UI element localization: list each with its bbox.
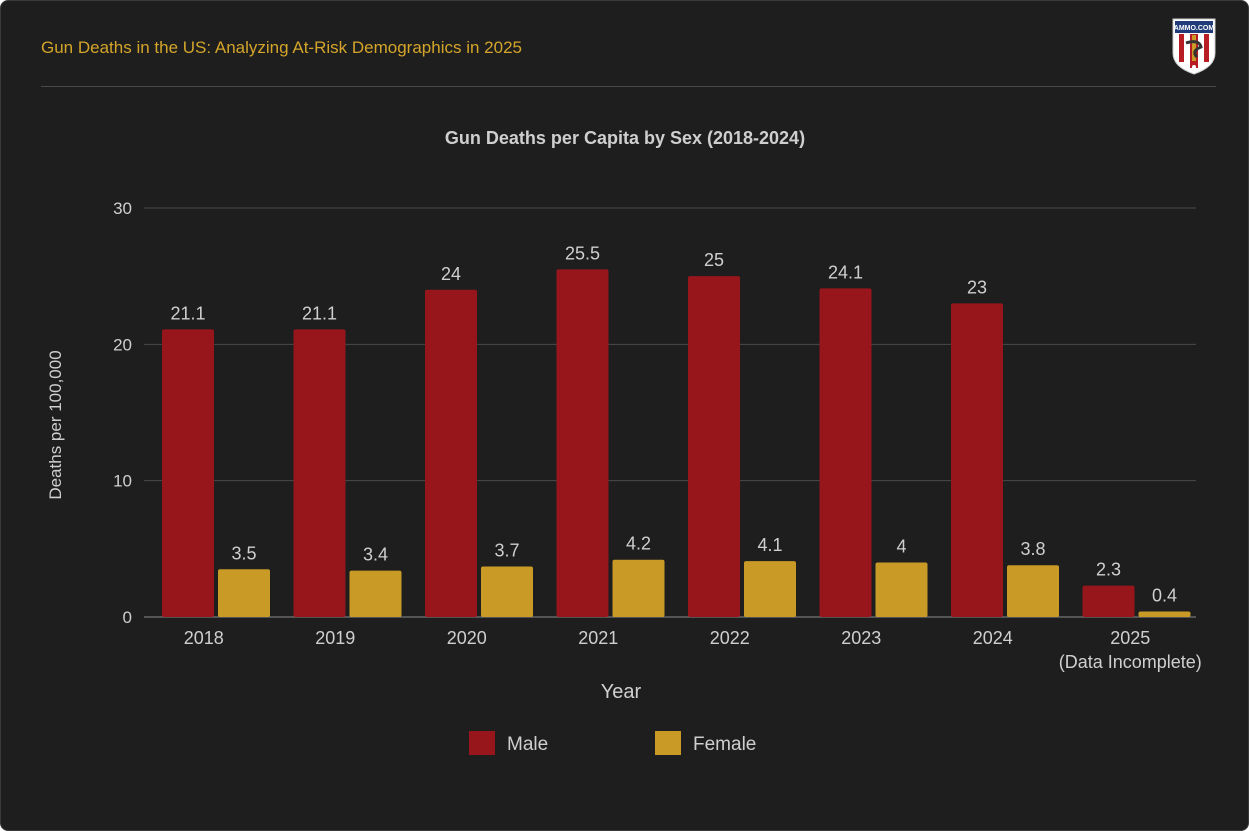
data-label: 4.2 <box>626 534 651 554</box>
legend-swatch-male <box>469 731 495 755</box>
bar-female-2024 <box>1007 565 1059 617</box>
page-title: Gun Deaths in the US: Analyzing At-Risk … <box>41 38 522 57</box>
svg-text:AMMO.COM: AMMO.COM <box>1174 25 1215 32</box>
x-tick-label: 2022 <box>710 628 750 648</box>
bar-female-2022 <box>744 561 796 617</box>
y-tick-label: 10 <box>113 472 132 491</box>
data-label: 25.5 <box>565 243 600 263</box>
data-label: 3.5 <box>231 543 256 563</box>
x-tick-label: 2024 <box>973 628 1013 648</box>
data-label: 25 <box>704 250 724 270</box>
data-label: 2.3 <box>1096 560 1121 580</box>
data-label: 3.7 <box>494 541 519 561</box>
bar-male-2025 <box>1082 585 1135 617</box>
legend-label-female: Female <box>693 734 756 755</box>
legend-swatch-female <box>655 731 681 755</box>
x-tick-sublabel: (Data Incomplete) <box>1059 652 1202 672</box>
data-label: 0.4 <box>1152 586 1177 606</box>
data-label: 3.8 <box>1020 539 1045 559</box>
y-axis-label: Deaths per 100,000 <box>46 350 65 499</box>
y-tick-label: 0 <box>123 608 132 627</box>
chart-title: Gun Deaths per Capita by Sex (2018-2024) <box>445 128 805 148</box>
legend-label-male: Male <box>507 734 548 755</box>
bar-male-2022 <box>688 276 740 617</box>
y-tick-label: 20 <box>113 335 132 354</box>
y-tick-label: 30 <box>113 199 132 218</box>
bar-male-2024 <box>951 303 1003 617</box>
data-label: 24 <box>441 264 461 284</box>
bar-female-2020 <box>481 566 533 617</box>
bar-female-2019 <box>349 570 402 617</box>
data-label: 24.1 <box>828 262 863 282</box>
x-tick-label: 2018 <box>184 628 224 648</box>
x-tick-label: 2021 <box>578 628 618 648</box>
x-axis-label: Year <box>601 681 642 703</box>
bar-male-2023 <box>819 288 872 617</box>
bar-female-2023 <box>875 562 928 617</box>
data-label: 3.4 <box>363 545 388 565</box>
x-tick-label: 2019 <box>315 628 355 648</box>
bar-female-2021 <box>612 559 665 617</box>
x-tick-label: 2023 <box>841 628 881 648</box>
data-label: 21.1 <box>170 303 205 323</box>
x-tick-label: 2020 <box>447 628 487 648</box>
bar-male-2021 <box>556 269 609 617</box>
bar-male-2020 <box>425 289 477 617</box>
bar-male-2018 <box>162 329 214 617</box>
x-tick-label: 2025 <box>1110 628 1150 648</box>
data-label: 23 <box>967 277 987 297</box>
data-label: 4 <box>896 536 906 556</box>
ammo-com-logo: AMMO.COM <box>1172 18 1216 75</box>
data-label: 4.1 <box>757 535 782 555</box>
bar-male-2019 <box>293 329 346 617</box>
bar-female-2018 <box>218 569 270 617</box>
divider <box>41 86 1216 87</box>
bar-female-2025 <box>1138 611 1191 617</box>
data-label: 21.1 <box>302 303 337 323</box>
